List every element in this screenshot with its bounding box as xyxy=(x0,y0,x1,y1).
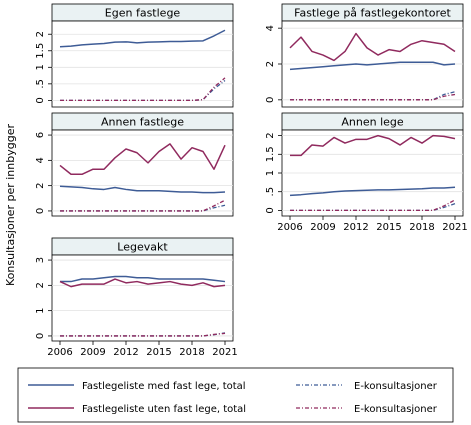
panel-legevakt-x-tick-label: 2018 xyxy=(179,347,204,358)
y-axis-label: Konsultasjoner per innbygger xyxy=(4,124,17,286)
panel-annen-lege-x-tick-label: 2012 xyxy=(343,222,368,233)
legend-label-med-fast-lege: Fastlegeliste med fast lege, total xyxy=(82,381,246,392)
panel-fastlege-p-fastlegekontoret-series-e-konsult-uten xyxy=(290,93,456,101)
legend-label-uten-fast-lege: Fastlegeliste uten fast lege, total xyxy=(82,404,246,415)
legend-box xyxy=(17,367,454,423)
panel-egen-fastlege-plot-area xyxy=(51,20,234,108)
panel-annen-lege-y-tick-label: 1 xyxy=(265,170,276,176)
panel-legevakt-x-tick-label: 2015 xyxy=(146,347,171,358)
panel-legevakt-y-tick-label: 1 xyxy=(35,307,46,313)
panel-legevakt-y-tick-label: 2 xyxy=(35,282,46,288)
panel-egen-fastlege-series-e-konsult-uten xyxy=(60,77,226,102)
panel-annen-lege-x-tick-label: 2006 xyxy=(277,222,302,233)
panel-annen-lege-y-tick-label: 2 xyxy=(265,132,276,138)
panel-legevakt: Legevakt 0 1 2 3 2006 2009 2012 2015 2018 2021 xyxy=(35,237,238,358)
panel-fastlege-p-fastlegekontoret-y-tick-label: 4 xyxy=(265,25,276,31)
panel-annen-lege-series-med-fast-lege xyxy=(289,186,456,197)
legend: Fastlegeliste med fast lege, total E-kon… xyxy=(17,367,454,423)
panel-annen-fastlege-series-uten-fast-lege xyxy=(59,143,226,176)
panel-egen-fastlege: Egen fastlege 0 .5 1 1.5 2 xyxy=(35,3,234,108)
panel-annen-lege-x-tick-label: 2021 xyxy=(442,222,467,233)
panel-annen-fastlege-title: Annen fastlege xyxy=(101,116,184,129)
panel-legevakt-series-med-fast-lege xyxy=(60,275,226,283)
panel-annen-fastlege-plot-area xyxy=(51,129,234,217)
panel-egen-fastlege-series-med-fast-lege xyxy=(59,29,226,48)
panel-legevakt-title: Legevakt xyxy=(117,241,168,254)
panel-legevakt-y-tick-label: 3 xyxy=(35,257,46,263)
panel-legevakt-plot-area xyxy=(51,254,234,342)
panel-fastlege-p-fastlegekontoret: Fastlege på fastlegekontoret 0 2 4 xyxy=(265,3,464,108)
panel-annen-fastlege: Annen fastlege 0 2 4 6 xyxy=(35,112,234,217)
panel-annen-fastlege-y-tick-label: 0 xyxy=(35,208,46,214)
panel-legevakt-series-e-konsult-uten xyxy=(60,332,226,337)
panel-annen-lege-x-tick-label: 2015 xyxy=(376,222,401,233)
panel-legevakt-y-tick-label: 0 xyxy=(35,333,46,339)
panel-fastlege-p-fastlegekontoret-series-med-fast-lege xyxy=(289,61,456,71)
panel-annen-fastlege-series-e-konsult-uten xyxy=(60,199,226,212)
panel-egen-fastlege-title: Egen fastlege xyxy=(105,7,181,20)
panel-egen-fastlege-y-tick-label: 2 xyxy=(35,31,46,37)
panel-annen-lege-series-e-konsult-uten xyxy=(290,199,456,212)
panel-fastlege-p-fastlegekontoret-series-uten-fast-lege xyxy=(289,32,456,62)
panel-legevakt-x-tick-label: 2006 xyxy=(47,347,72,358)
panel-legevakt-series-uten-fast-lege xyxy=(59,278,226,288)
panel-annen-fastlege-series-med-fast-lege xyxy=(59,185,226,194)
panel-egen-fastlege-y-tick-label: 1 xyxy=(35,64,46,70)
panel-annen-fastlege-y-tick-label: 4 xyxy=(35,157,46,163)
panel-legevakt-x-tick-label: 2012 xyxy=(113,347,138,358)
panel-annen-lege-x-tick-label: 2009 xyxy=(310,222,335,233)
panel-annen-fastlege-y-tick-label: 2 xyxy=(35,182,46,188)
panel-fastlege-p-fastlegekontoret-y-tick-label: 0 xyxy=(265,97,276,103)
panel-egen-fastlege-y-tick-label: 1.5 xyxy=(35,43,46,59)
panel-egen-fastlege-y-tick-label: 0 xyxy=(35,97,46,103)
panel-egen-fastlege-y-tick-label: .5 xyxy=(35,79,46,89)
panel-fastlege-p-fastlegekontoret-title: Fastlege på fastlegekontoret xyxy=(294,7,451,20)
panel-annen-lege-y-tick-label: 0 xyxy=(265,207,276,213)
panel-annen-lege-y-tick-label: 1.5 xyxy=(265,146,276,162)
panel-annen-lege-title: Annen lege xyxy=(341,116,404,129)
legend-label-e-konsult-uten: E-konsultasjoner xyxy=(354,404,438,415)
panel-annen-lege-series-uten-fast-lege xyxy=(290,134,456,157)
panel-annen-lege-x-tick-label: 2018 xyxy=(409,222,434,233)
panel-legevakt-x-tick-label: 2021 xyxy=(212,347,237,358)
legend-label-e-konsult-med: E-konsultasjoner xyxy=(354,381,438,392)
panel-annen-lege-y-tick-label: .5 xyxy=(265,187,276,197)
panel-annen-lege: Annen lege 0 .5 1 1.5 2 2006 2009 2012 2015 2018 20… xyxy=(265,112,468,233)
panel-fastlege-p-fastlegekontoret-y-tick-label: 2 xyxy=(265,61,276,67)
panel-legevakt-x-tick-label: 2009 xyxy=(80,347,105,358)
panel-annen-fastlege-y-tick-label: 6 xyxy=(35,132,46,138)
